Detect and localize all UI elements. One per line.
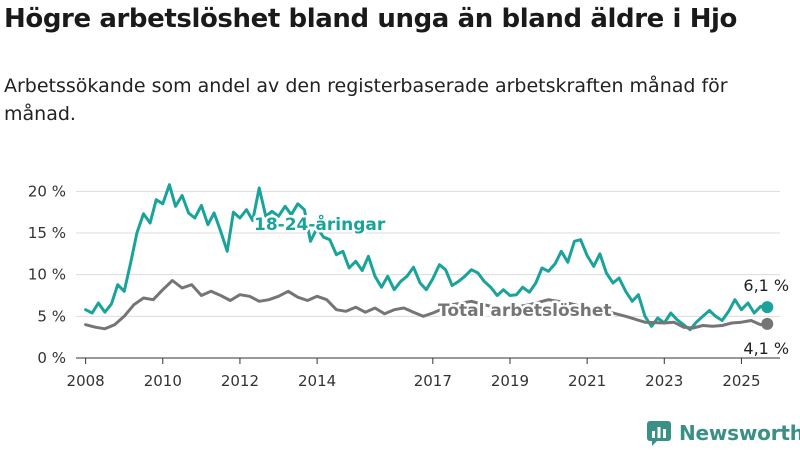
y-tick-label: 20 % — [28, 182, 66, 200]
x-tick-label: 2017 — [414, 372, 452, 390]
y-tick-label: 10 % — [28, 266, 66, 284]
series-end-label: 4,1 % — [743, 339, 789, 358]
x-tick-label: 2008 — [67, 372, 105, 390]
series-end-point-18-24-ringar — [761, 301, 774, 314]
series-line-18-24-ringar — [84, 183, 769, 332]
x-tick-label: 2012 — [221, 372, 259, 390]
brand-name: Newsworthy — [679, 421, 800, 445]
x-tick-label: 2023 — [645, 372, 683, 390]
series-label-total-arbetsl-shet: Total arbetslöshet — [438, 301, 612, 321]
series-end-label: 6,1 % — [743, 276, 789, 295]
series-end-point-total-arbetsl-shet — [761, 317, 774, 330]
brand-logo: Newsworthy — [646, 418, 800, 448]
page-title: Högre arbetslöshet bland unga än bland ä… — [4, 4, 738, 34]
series-line-total-arbetsl-shet — [84, 279, 769, 331]
x-tick-label: 2021 — [568, 372, 606, 390]
series-label-18-24-ringar: 18-24-åringar — [254, 213, 386, 235]
y-tick-label: 5 % — [37, 307, 66, 325]
x-tick-label: 2014 — [298, 372, 336, 390]
newsworthy-logo-icon — [647, 421, 671, 446]
y-tick-label: 15 % — [28, 224, 66, 242]
x-tick-label: 2019 — [491, 372, 529, 390]
x-tick-label: 2025 — [722, 372, 760, 390]
y-tick-label: 0 % — [37, 349, 66, 367]
page-subtitle: Arbetssökande som andel av den registerb… — [4, 75, 728, 125]
x-tick-label: 2010 — [144, 372, 182, 390]
